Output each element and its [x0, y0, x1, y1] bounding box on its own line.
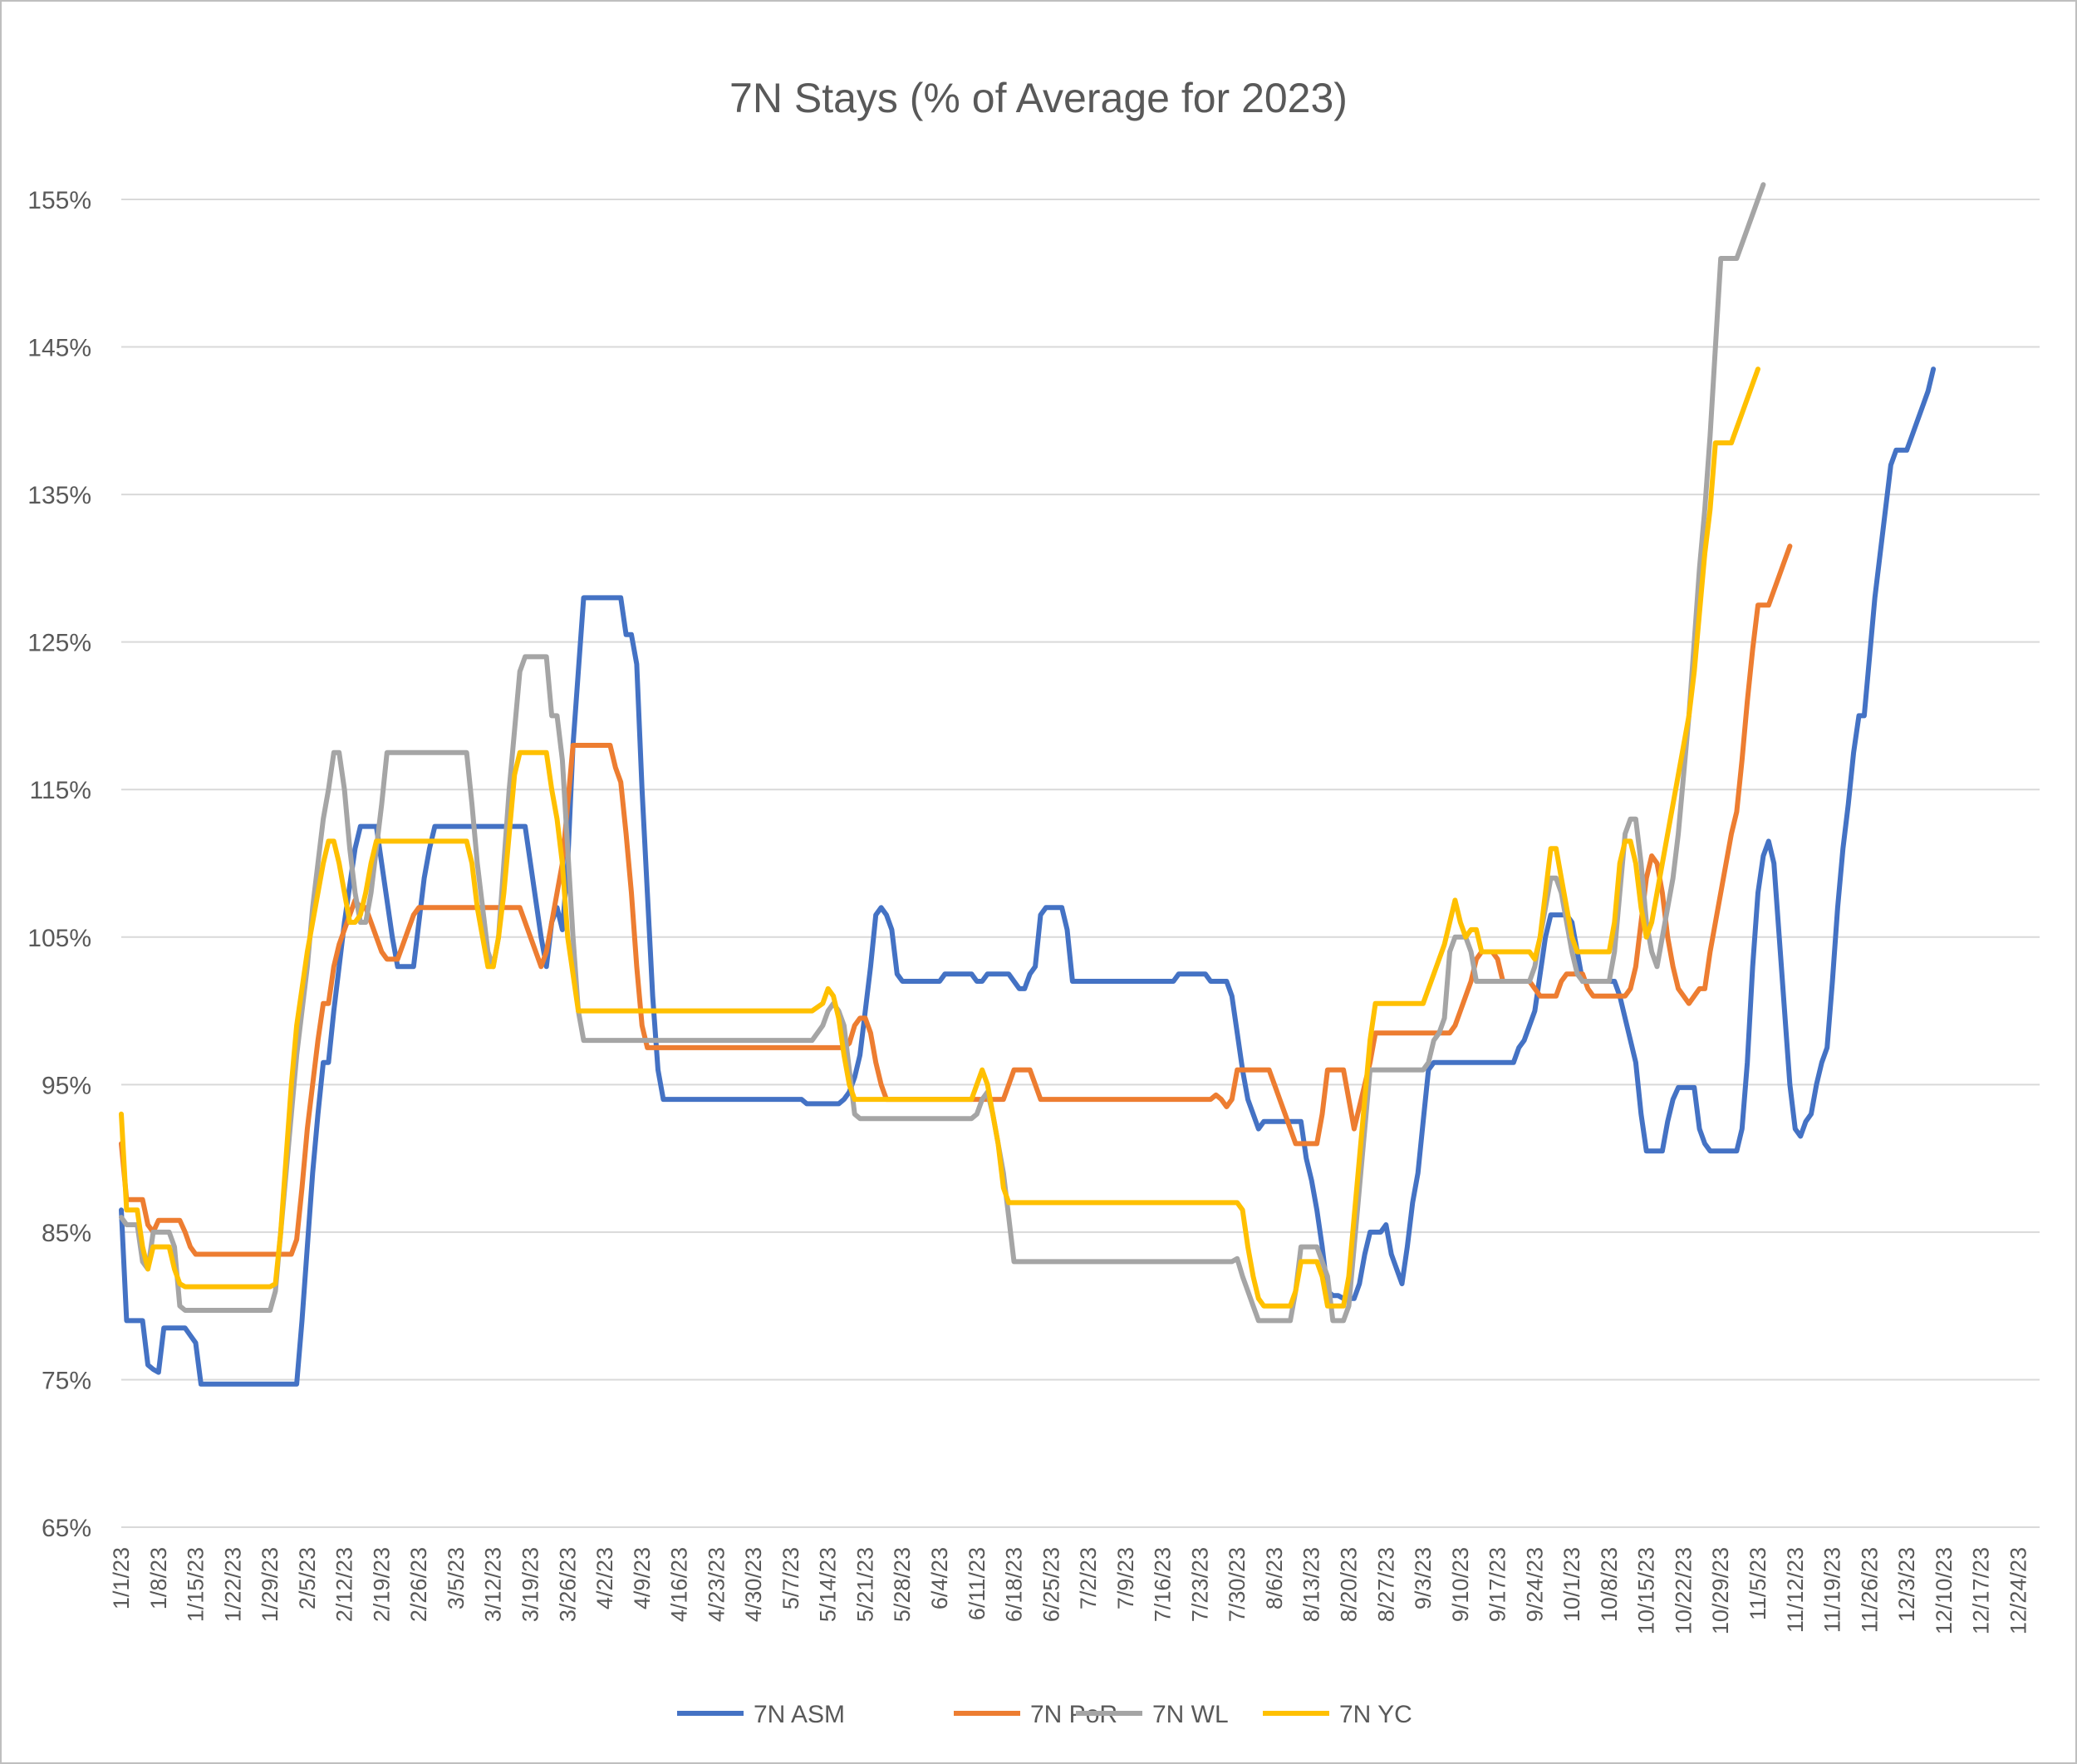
legend-label: 7N WL — [1152, 1701, 1229, 1728]
x-tick-label: 11/12/23 — [1783, 1547, 1808, 1633]
y-tick-label: 85% — [42, 1220, 91, 1247]
y-tick-label: 95% — [42, 1072, 91, 1099]
x-tick-label: 2/26/23 — [406, 1547, 431, 1622]
legend: 7N ASM 7N PoR 7N WL 7N YC — [677, 1701, 1412, 1728]
x-tick-label: 1/8/23 — [146, 1547, 171, 1609]
x-tick-label: 5/7/23 — [778, 1547, 803, 1609]
series-line-7n-wl — [119, 182, 1766, 1324]
x-tick-label: 7/23/23 — [1187, 1547, 1212, 1622]
x-tick-label: 4/9/23 — [630, 1547, 655, 1609]
x-tick-label: 11/19/23 — [1820, 1547, 1845, 1633]
x-tick-label: 11/26/23 — [1857, 1547, 1882, 1633]
series-lines — [119, 182, 1937, 1387]
x-tick-label: 12/24/23 — [2006, 1547, 2030, 1634]
x-tick-label: 9/10/23 — [1448, 1547, 1473, 1622]
x-tick-label: 3/5/23 — [444, 1547, 469, 1609]
x-tick-label: 9/24/23 — [1522, 1547, 1547, 1622]
x-tick-label: 2/12/23 — [332, 1547, 357, 1622]
x-tick-label: 6/25/23 — [1038, 1547, 1063, 1622]
x-tick-label: 7/9/23 — [1113, 1547, 1138, 1609]
x-tick-label: 12/10/23 — [1932, 1547, 1957, 1634]
x-tick-label: 4/23/23 — [704, 1547, 729, 1622]
legend-label: 7N ASM — [754, 1701, 845, 1728]
x-tick-label: 4/2/23 — [592, 1547, 617, 1609]
y-tick-label: 65% — [42, 1515, 91, 1542]
x-tick-label: 12/3/23 — [1894, 1547, 1919, 1622]
x-tick-label: 9/3/23 — [1411, 1547, 1436, 1609]
x-tick-label: 1/22/23 — [220, 1547, 245, 1622]
x-tick-label: 1/15/23 — [184, 1547, 209, 1622]
x-tick-label: 3/26/23 — [555, 1547, 580, 1622]
x-tick-label: 8/20/23 — [1337, 1547, 1362, 1622]
x-tick-label: 5/14/23 — [816, 1547, 841, 1622]
x-tick-label: 4/16/23 — [667, 1547, 692, 1622]
x-tick-label: 7/2/23 — [1076, 1547, 1101, 1609]
x-tick-label: 9/17/23 — [1485, 1547, 1510, 1622]
x-tick-label: 7/30/23 — [1225, 1547, 1250, 1622]
x-tick-label: 8/27/23 — [1373, 1547, 1398, 1622]
y-tick-label: 75% — [42, 1367, 91, 1394]
x-tick-label: 10/29/23 — [1708, 1547, 1733, 1634]
x-tick-label: 6/11/23 — [965, 1547, 989, 1620]
legend-label: 7N YC — [1339, 1701, 1412, 1728]
chart-title: 7N Stays (% of Average for 2023) — [729, 75, 1348, 121]
x-tick-label: 5/28/23 — [890, 1547, 915, 1622]
x-tick-label: 1/1/23 — [109, 1547, 134, 1609]
x-tick-label: 8/13/23 — [1299, 1547, 1324, 1622]
x-tick-label: 3/12/23 — [481, 1547, 506, 1622]
x-axis-ticks: 1/1/23 1/8/23 1/15/23 1/22/23 1/29/23 2/5/23 2… — [109, 1547, 2030, 1634]
x-tick-label: 10/1/23 — [1559, 1547, 1584, 1622]
x-tick-label: 2/19/23 — [369, 1547, 394, 1622]
x-tick-label: 12/17/23 — [1969, 1547, 1994, 1634]
x-tick-label: 2/5/23 — [295, 1547, 320, 1609]
series-line-7n-yc — [119, 366, 1760, 1309]
y-tick-label: 135% — [27, 482, 91, 509]
x-tick-label: 8/6/23 — [1262, 1547, 1287, 1609]
y-axis-ticks: 65% 75% 85% 95% 105% 115% 125% 135% 145% 155% — [27, 187, 91, 1542]
y-tick-label: 125% — [27, 630, 91, 657]
x-tick-label: 10/15/23 — [1634, 1547, 1659, 1634]
x-tick-label: 7/16/23 — [1151, 1547, 1176, 1622]
x-tick-label: 10/22/23 — [1671, 1547, 1696, 1634]
x-tick-label: 11/5/23 — [1746, 1547, 1770, 1620]
series-line-7n-asm — [119, 366, 1937, 1387]
x-tick-label: 10/8/23 — [1597, 1547, 1622, 1622]
y-tick-label: 115% — [29, 777, 91, 804]
x-tick-label: 6/18/23 — [1002, 1547, 1027, 1622]
y-tick-label: 145% — [27, 335, 91, 362]
y-tick-label: 155% — [27, 187, 91, 214]
x-tick-label: 4/30/23 — [741, 1547, 766, 1622]
x-tick-label: 3/19/23 — [518, 1547, 543, 1622]
gridlines — [121, 199, 2040, 1528]
y-tick-label: 105% — [27, 925, 91, 952]
x-tick-label: 6/4/23 — [927, 1547, 952, 1609]
x-tick-label: 5/21/23 — [852, 1547, 877, 1622]
x-tick-label: 1/29/23 — [258, 1547, 282, 1622]
